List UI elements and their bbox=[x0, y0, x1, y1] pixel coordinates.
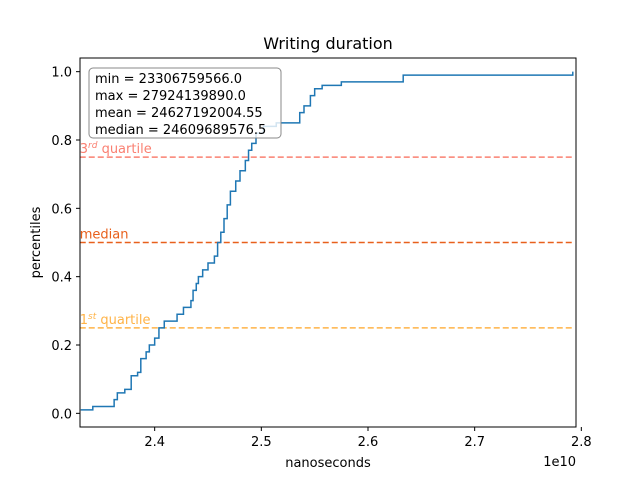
x-tick-label: 2.4 bbox=[144, 435, 165, 450]
y-tick-label: 0.2 bbox=[51, 339, 72, 354]
reference-label-q3: 3rd quartile bbox=[80, 141, 152, 157]
stats-line: min = 23306759566.0 bbox=[95, 72, 242, 87]
stats-line: median = 24609689576.5 bbox=[95, 123, 266, 138]
x-tick-label: 2.8 bbox=[571, 435, 592, 450]
stats-line: mean = 24627192004.55 bbox=[95, 106, 263, 121]
y-tick-label: 0.6 bbox=[51, 202, 72, 217]
y-tick-label: 0.8 bbox=[51, 134, 72, 149]
stats-line: max = 27924139890.0 bbox=[95, 89, 246, 104]
stats-box-frame bbox=[88, 67, 282, 139]
y-tick-label: 0.0 bbox=[51, 407, 72, 422]
x-tick-label: 2.6 bbox=[358, 435, 379, 450]
reference-label-q1: 1st quartile bbox=[80, 312, 151, 328]
x-tick-label: 2.7 bbox=[464, 435, 485, 450]
axes-frame bbox=[79, 57, 577, 428]
x-axis-label: nanoseconds bbox=[285, 456, 371, 471]
x-axis-offset-label: 1e10 bbox=[543, 455, 576, 470]
reference-label-median: median bbox=[80, 228, 129, 243]
y-tick-label: 0.4 bbox=[51, 271, 72, 286]
y-tick-label: 1.0 bbox=[51, 66, 72, 81]
x-tick-label: 2.5 bbox=[251, 435, 272, 450]
stats-box: min = 23306759566.0 max = 27924139890.0 me… bbox=[88, 67, 282, 139]
y-axis-label: percentiles bbox=[29, 206, 44, 278]
chart-title: Writing duration bbox=[263, 34, 393, 53]
ecdf-series-line bbox=[80, 71, 574, 411]
